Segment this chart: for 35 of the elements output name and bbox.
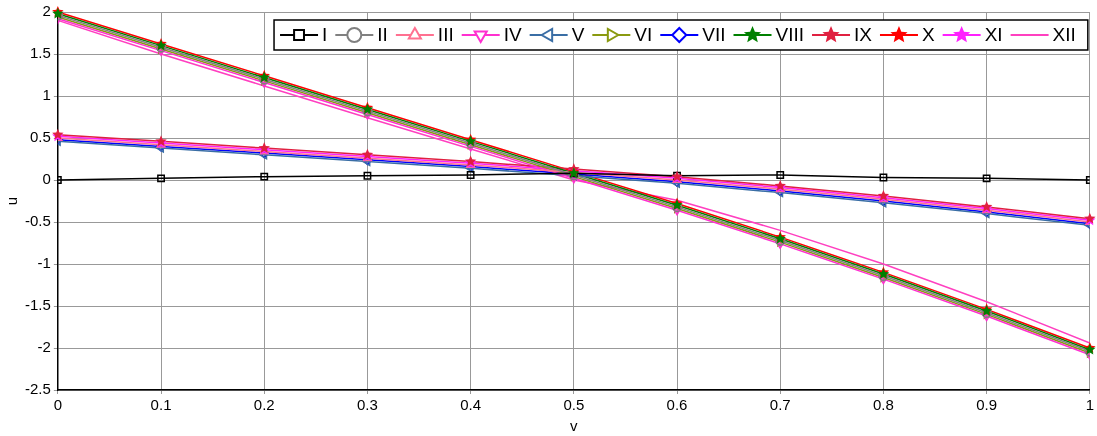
x-axis-title: v [570,417,579,435]
y-axis-title: u [3,196,21,206]
y-tick-label: -1.5 [24,296,51,314]
legend-label: II [377,24,388,46]
y-tick-label: -2.5 [24,380,51,398]
legend-label: XI [984,24,1003,46]
legend-label: IX [854,24,873,46]
legend-label: VIII [775,24,805,46]
x-tick-label: 0.6 [666,396,688,414]
legend-label: V [571,24,585,46]
x-tick-label: 0.9 [976,396,998,414]
x-tick-label: 0.1 [150,396,172,414]
x-tick-label: 0.4 [460,396,482,414]
legend-label: I [322,24,328,46]
y-tick-label: 0 [42,170,51,188]
y-tick-label: -0.5 [24,212,51,230]
legend-label: VI [634,24,653,46]
y-tick-label: 0.5 [29,128,51,146]
legend-label: X [921,24,935,46]
legend-label: VII [702,24,726,46]
legend-label: IV [503,24,522,46]
y-tick-label: 1.5 [29,44,51,62]
x-tick-label: 0.2 [253,396,275,414]
y-tick-label: 1 [42,86,51,104]
x-tick-label: 0.3 [357,396,378,414]
x-tick-label: 0.7 [769,396,791,414]
x-tick-label: 0 [53,396,63,414]
x-tick-label: 1 [1085,396,1094,414]
legend-label: III [437,24,454,46]
y-tick-label: -1 [37,254,51,272]
y-tick-label: 2 [42,2,51,20]
x-tick-label: 0.8 [873,396,894,414]
y-tick-label: -2 [37,338,51,356]
x-tick-label: 0.5 [563,396,585,414]
legend-label: XII [1052,24,1076,46]
